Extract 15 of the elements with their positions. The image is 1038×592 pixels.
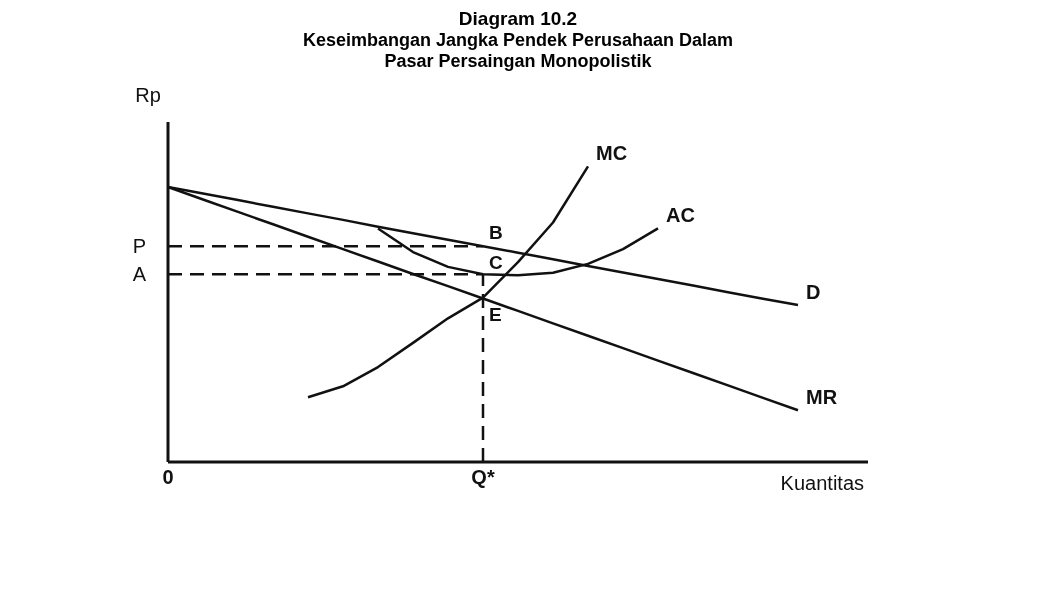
series-label: MC (596, 142, 628, 165)
annotation: C (489, 252, 503, 274)
ref-line-label: A (132, 263, 147, 286)
ref-line-label: P (132, 235, 146, 258)
series-label: AC (666, 204, 695, 227)
annotation: E (489, 304, 502, 326)
x-axis-title: Kuantitas (780, 472, 864, 495)
series-label: MR (806, 386, 838, 409)
chart-subtitle: Keseimbangan Jangka Pendek Perusahaan Dalam Pasar Persaingan Monopolistik (301, 30, 735, 72)
x-tick-label: Q* (471, 466, 495, 489)
x-tick-label: 0 (162, 466, 174, 489)
series-label: D (806, 281, 821, 304)
y-axis-title: Rp (135, 84, 161, 106)
annotation: B (489, 221, 503, 243)
chart-title: Diagram 10.2 (457, 8, 579, 30)
